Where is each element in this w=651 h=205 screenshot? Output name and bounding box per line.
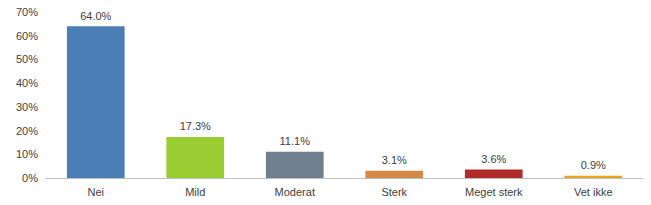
svg-text:20%: 20%	[16, 125, 38, 137]
svg-text:Moderat: Moderat	[275, 186, 315, 198]
svg-text:60%: 60%	[16, 30, 38, 42]
svg-text:17.3%: 17.3%	[180, 120, 211, 132]
svg-text:40%: 40%	[16, 77, 38, 89]
svg-text:Mild: Mild	[185, 186, 205, 198]
svg-text:3.1%: 3.1%	[382, 154, 407, 166]
svg-text:Sterk: Sterk	[381, 186, 407, 198]
svg-text:3.6%: 3.6%	[481, 153, 506, 165]
svg-text:50%: 50%	[16, 53, 38, 65]
svg-text:64.0%: 64.0%	[80, 10, 111, 22]
svg-text:Meget sterk: Meget sterk	[465, 186, 523, 198]
svg-text:10%: 10%	[16, 148, 38, 160]
svg-text:30%: 30%	[16, 101, 38, 113]
svg-text:70%: 70%	[16, 6, 38, 18]
svg-text:0.9%: 0.9%	[581, 159, 606, 171]
svg-text:Nei: Nei	[87, 186, 104, 198]
svg-text:11.1%: 11.1%	[280, 135, 311, 147]
svg-text:0%: 0%	[22, 172, 38, 184]
svg-text:Vet ikke: Vet ikke	[574, 186, 613, 198]
